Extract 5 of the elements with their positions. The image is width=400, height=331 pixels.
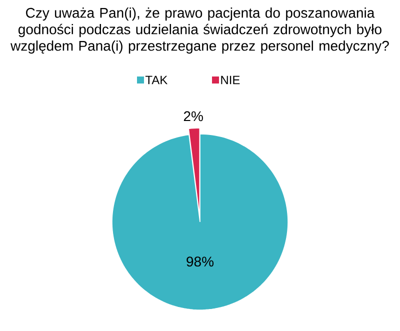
chart-title: Czy uważa Pan(i), że prawo pacjenta do poszanowania godności podczas udzielania świadczeń zdrowotnych było względem Pana(i) przestrzegane przez personel medyczny?: [10, 8, 389, 54]
legend-label: TAK: [145, 76, 168, 84]
data-label: 2%: [184, 111, 203, 122]
legend-label: NIE: [221, 76, 240, 84]
data-label: 98%: [186, 256, 214, 267]
